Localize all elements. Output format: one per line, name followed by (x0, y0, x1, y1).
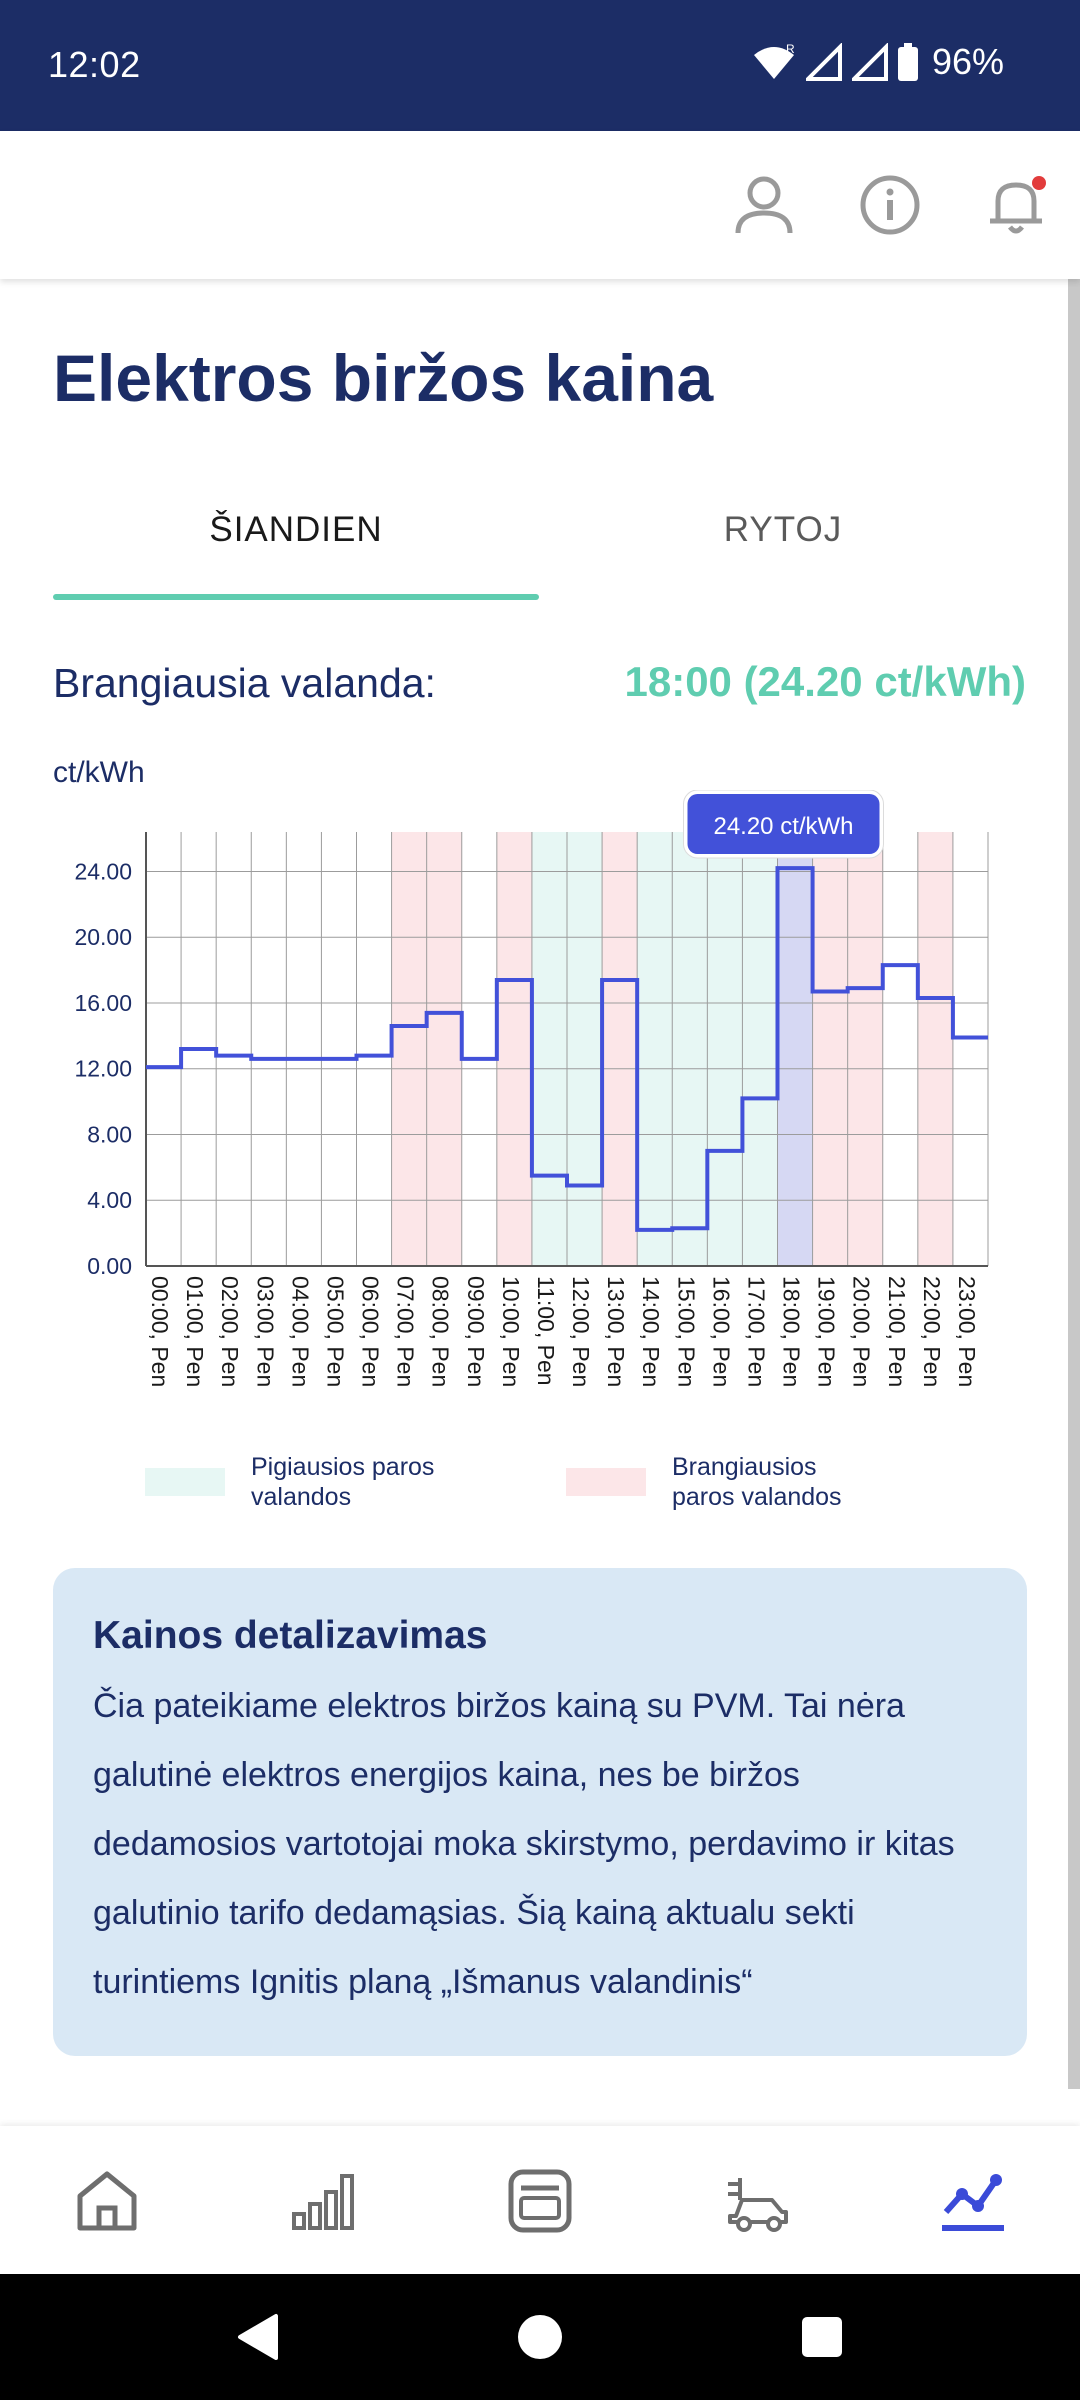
x-tick-label: 14:00, Pen (638, 1276, 664, 1387)
x-tick-label: 11:00, Pen (533, 1276, 559, 1386)
user-icon[interactable] (728, 169, 800, 241)
status-time: 12:02 (48, 44, 141, 85)
wifi-icon: R (753, 43, 795, 79)
info-icon[interactable] (854, 169, 926, 241)
scrollbar[interactable] (1068, 279, 1080, 2089)
card-title: Kainos detalizavimas (93, 1614, 488, 1657)
x-tick-label: 12:00, Pen (568, 1276, 594, 1387)
recents-icon[interactable] (772, 2274, 872, 2400)
home-icon[interactable] (72, 2166, 142, 2236)
price-chart[interactable]: 0.00 4.00 8.00 12.00 16.00 20.00 24.00 00:00, P… (0, 790, 1080, 1430)
expensive-hour-band (847, 832, 883, 1266)
y-tick-label: 24.00 (74, 858, 132, 884)
expensive-hour-band (602, 832, 638, 1266)
cheap-hour-band (707, 832, 743, 1266)
y-tick-label: 16.00 (74, 990, 132, 1016)
signal-icon-2 (851, 43, 888, 81)
selected-hour-band (777, 832, 813, 1266)
bell-icon[interactable] (980, 169, 1052, 241)
tab-tomorrow[interactable]: RYTOJ (723, 510, 843, 549)
x-tick-label: 17:00, Pen (743, 1276, 769, 1387)
x-tick-label: 01:00, Pen (182, 1276, 208, 1387)
page-title: Elektros biržos kaina (53, 341, 714, 415)
x-tick-label: 04:00, Pen (287, 1276, 313, 1387)
bottom-nav (0, 2126, 1080, 2274)
home-button-icon[interactable] (490, 2274, 590, 2400)
battery-percent: 96% (931, 41, 1004, 82)
x-tick-label: 20:00, Pen (849, 1276, 875, 1387)
legend-cheap-label: Pigiausios paros valandos (251, 1453, 435, 1511)
battery-icon (897, 43, 918, 81)
x-tick-label: 05:00, Pen (322, 1276, 348, 1387)
legend-expensive-label: Brangiausios paros valandos (672, 1453, 842, 1511)
invoice-icon[interactable] (505, 2166, 575, 2236)
system-nav-bar (0, 2274, 1080, 2400)
x-tick-label: 10:00, Pen (498, 1276, 524, 1387)
ev-charger-icon[interactable] (722, 2166, 792, 2236)
x-tick-label: 19:00, Pen (814, 1276, 840, 1387)
price-trend-icon[interactable] (938, 2166, 1008, 2236)
expensive-hour-band (812, 832, 848, 1266)
cheap-hour-band (742, 832, 778, 1266)
signal-icon (805, 43, 842, 81)
x-tick-label: 18:00, Pen (779, 1276, 805, 1387)
app-bar (0, 131, 1080, 279)
peak-hour-label: Brangiausia valanda: (53, 660, 436, 706)
x-tick-label: 21:00, Pen (884, 1276, 910, 1387)
x-tick-label: 09:00, Pen (463, 1276, 489, 1387)
x-tick-label: 03:00, Pen (252, 1276, 278, 1387)
cheap-hour-band (531, 832, 567, 1266)
x-tick-label: 08:00, Pen (428, 1276, 454, 1387)
x-tick-label: 07:00, Pen (393, 1276, 419, 1387)
expensive-hour-band (917, 832, 953, 1266)
status-icons: R 96% (752, 40, 1004, 84)
expensive-hour-band (496, 832, 532, 1266)
svg-text:R: R (786, 43, 795, 56)
y-tick-label: 0.00 (87, 1253, 132, 1279)
x-tick-label: 16:00, Pen (708, 1276, 734, 1387)
x-tick-label: 15:00, Pen (673, 1276, 699, 1387)
legend-cheap: Pigiausios paros valandos (145, 1452, 461, 1512)
back-icon[interactable] (210, 2274, 310, 2400)
price-details-card: Kainos detalizavimas Čia pateikiame elek… (53, 1568, 1027, 2056)
x-tick-label: 02:00, Pen (217, 1276, 243, 1387)
x-tick-label: 22:00, Pen (919, 1276, 945, 1387)
x-tick-label: 00:00, Pen (147, 1276, 173, 1387)
expensive-hour-band (391, 832, 427, 1266)
y-tick-label: 20.00 (74, 924, 132, 950)
y-tick-label: 8.00 (87, 1121, 132, 1147)
card-text: Čia pateikiame elektros biržos kainą su … (93, 1687, 955, 2001)
y-tick-label: 12.00 (74, 1056, 132, 1082)
legend-expensive: Brangiausios paros valandos (566, 1452, 882, 1512)
tab-today[interactable]: ŠIANDIEN (209, 510, 383, 549)
price-series-line (146, 866, 988, 1232)
tooltip-background (687, 794, 880, 854)
x-tick-label: 23:00, Pen (954, 1276, 980, 1387)
chart-unit-label: ct/kWh (53, 756, 145, 789)
peak-hour-value: 18:00 (24.20 ct/kWh) (624, 658, 1026, 705)
y-tick-label: 4.00 (87, 1187, 132, 1213)
expensive-hour-band (426, 832, 462, 1266)
x-tick-label: 13:00, Pen (603, 1276, 629, 1387)
status-bar: 12:02 R 96% (0, 0, 1080, 131)
cheap-hour-band (672, 832, 708, 1266)
x-tick-label: 06:00, Pen (358, 1276, 384, 1387)
tooltip-text: 24.20 ct/kWh (713, 813, 853, 840)
cheap-hour-band (567, 832, 603, 1266)
bar-chart-icon[interactable] (288, 2166, 358, 2236)
cheap-hour-band (637, 832, 673, 1266)
tab-indicator (53, 594, 539, 600)
legend-cheap-swatch (145, 1468, 225, 1496)
legend-expensive-swatch (566, 1468, 646, 1496)
